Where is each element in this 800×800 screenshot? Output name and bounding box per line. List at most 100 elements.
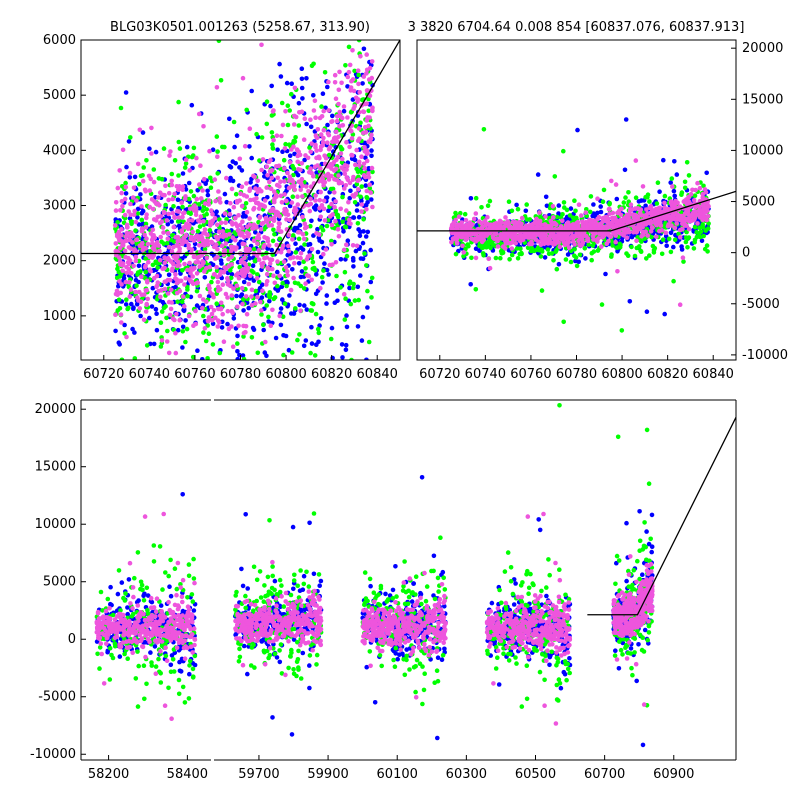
data-point [179,299,185,305]
data-point [355,324,361,329]
data-point [680,226,685,232]
data-point [662,193,668,199]
data-point [295,159,301,165]
data-point [568,259,574,265]
data-point [330,186,336,192]
data-point [220,234,226,240]
data-point [539,288,545,293]
data-point [325,122,330,128]
data-point [318,166,323,171]
data-point [316,232,322,237]
data-point [182,196,188,202]
data-point [270,238,276,244]
data-point [296,149,302,155]
data-point [690,187,695,193]
data-point [115,185,121,191]
data-point [671,244,676,250]
data-point [347,279,353,285]
data-point [458,210,463,216]
data-point [307,145,312,150]
data-point [257,202,262,207]
data-point [139,226,145,231]
data-point [332,190,337,195]
data-point [155,280,161,285]
data-point [220,282,226,288]
data-point [622,218,628,224]
data-point [190,153,196,158]
data-point [234,245,239,250]
data-point [214,85,220,90]
data-point [668,230,674,236]
data-point [128,135,133,140]
data-point [344,163,350,169]
data-point [180,345,185,350]
data-point [370,169,375,175]
data-point [212,271,217,277]
data-point [209,279,214,285]
data-point [120,268,125,274]
data-point [218,78,224,83]
data-point [196,202,202,207]
data-point [207,228,213,233]
data-point [126,261,132,267]
data-point [292,260,297,266]
data-point [256,206,262,211]
data-point [347,195,353,201]
data-point [337,123,342,129]
data-point [572,242,577,247]
data-point [351,264,356,269]
data-point [298,308,303,314]
data-point [566,245,572,250]
data-point [142,265,148,270]
data-point [314,272,319,277]
data-point [301,286,307,291]
data-point [293,250,299,255]
data-point [633,158,639,163]
data-point [661,157,666,163]
data-point [366,77,372,82]
data-point [131,263,136,269]
data-point [270,142,275,147]
data-point [159,239,164,244]
data-point [130,240,135,245]
data-point [282,192,287,197]
data-point [652,217,658,222]
data-point [261,327,267,333]
data-point [657,228,662,234]
data-point [359,184,365,189]
data-point [519,215,525,221]
data-point [326,164,332,169]
data-point [147,188,153,193]
data-point [279,284,285,290]
data-point [574,263,580,269]
data-point [203,338,209,344]
data-point [218,306,224,311]
data-point [233,237,238,243]
data-point [548,218,554,224]
data-point [288,287,294,293]
data-point [170,196,175,202]
data-point [123,180,128,186]
data-point [573,255,579,260]
data-point [113,328,118,334]
data-point [166,244,172,250]
data-point [307,253,313,258]
data-point [302,242,307,247]
data-point [369,59,375,64]
data-point [565,232,570,237]
data-point [268,186,274,192]
data-point [270,266,275,272]
data-point [285,122,291,128]
data-point [605,217,611,223]
data-point [239,203,245,209]
data-point [243,329,248,335]
data-point [456,214,462,219]
data-point [570,222,576,227]
data-point [177,249,182,254]
data-point [285,273,291,278]
data-point [149,151,154,156]
data-point [161,230,166,235]
data-point [290,233,296,238]
data-point [364,263,369,268]
data-point [165,257,170,262]
